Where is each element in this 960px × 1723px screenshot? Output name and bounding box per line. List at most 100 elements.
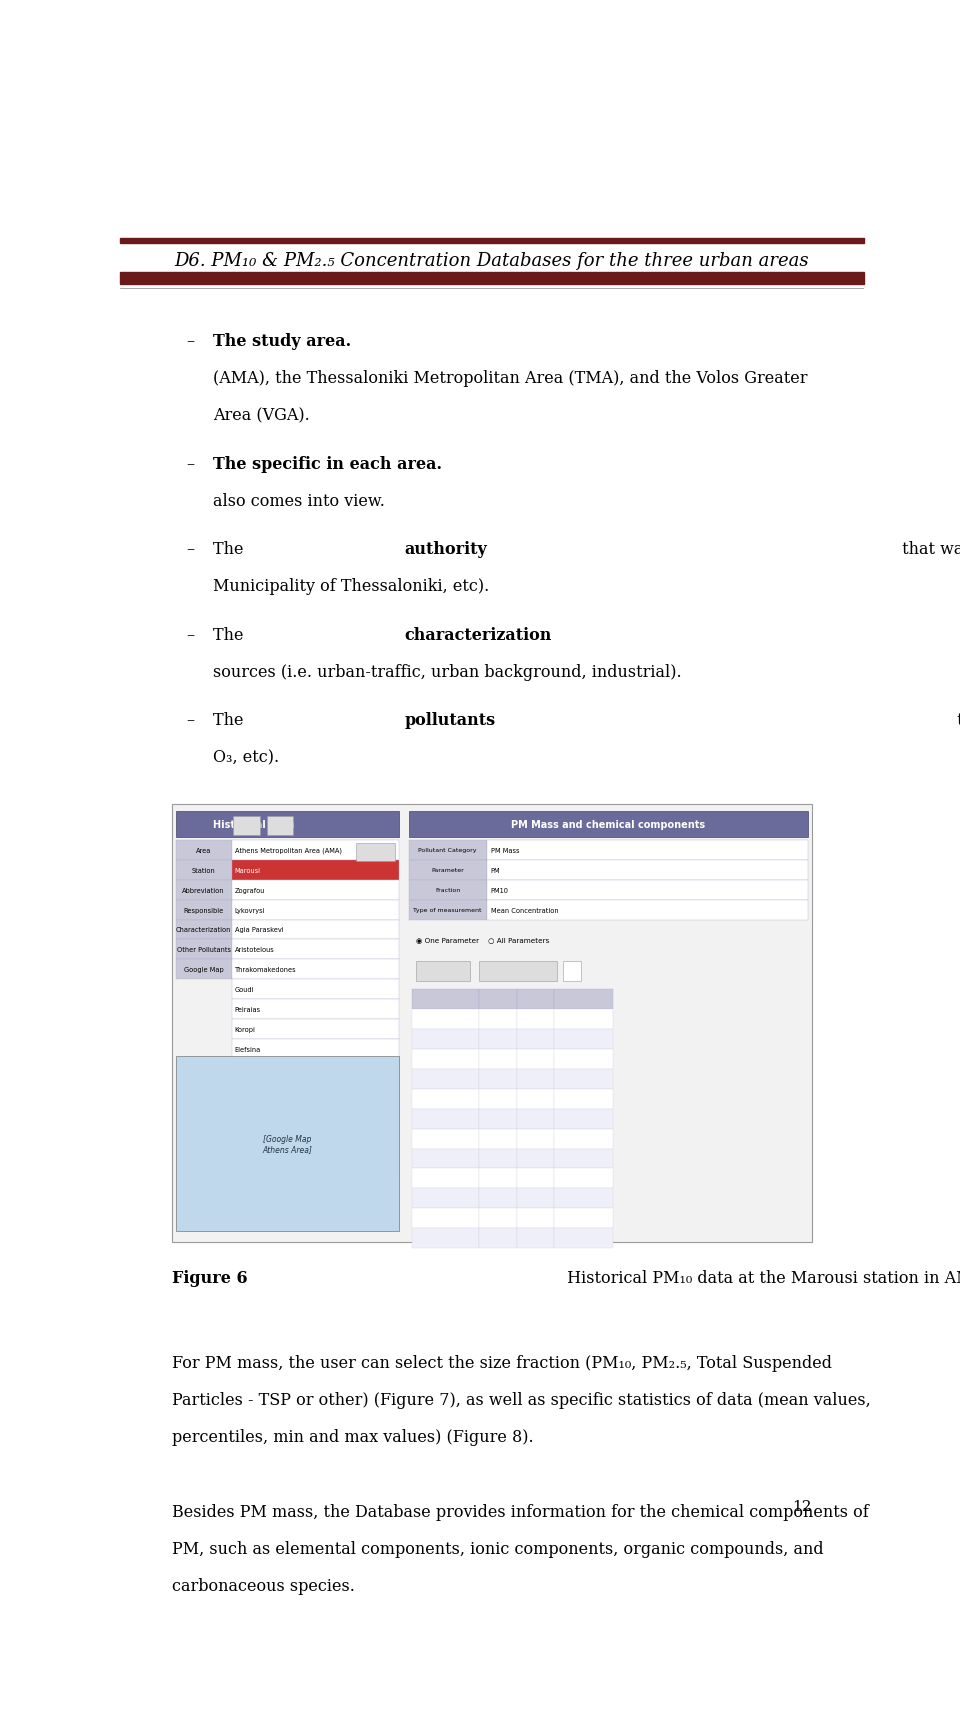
Text: Abbreviation: Abbreviation [182, 887, 225, 893]
Bar [176, 860, 231, 880]
Bar [231, 980, 399, 999]
Bar [479, 1070, 516, 1089]
Bar [479, 1049, 516, 1070]
Text: authority: authority [405, 541, 488, 558]
Bar [516, 1129, 554, 1149]
Bar [516, 1168, 554, 1189]
Text: W: W [581, 1137, 587, 1141]
Text: pollutants: pollutants [405, 712, 495, 729]
Text: 38,6: 38,6 [492, 1096, 504, 1101]
Bar [413, 1129, 479, 1149]
Text: Elefsina: Elefsina [234, 1046, 261, 1053]
Bar [231, 1020, 399, 1039]
Text: 2004: 2004 [439, 1117, 453, 1122]
Bar [516, 1070, 554, 1089]
Text: Station: Station [192, 867, 216, 874]
Bar [233, 817, 260, 836]
Bar [176, 1056, 399, 1232]
Bar [176, 812, 399, 837]
Text: Add New Record(s): Add New Record(s) [484, 968, 552, 975]
Text: 2003: 2003 [439, 1096, 453, 1101]
Text: ◉ One Parameter    ○ All Parameters: ◉ One Parameter ○ All Parameters [416, 937, 549, 942]
Bar [231, 920, 399, 941]
Text: Koropi: Koropi [234, 1027, 255, 1032]
Bar [413, 989, 479, 1010]
Bar [176, 880, 231, 899]
Text: Particles - TSP or other) (Figure 7), as well as specific statistics of data (me: Particles - TSP or other) (Figure 7), as… [172, 1392, 871, 1408]
Bar [231, 880, 399, 899]
Text: O₃, etc).: O₃, etc). [213, 750, 279, 765]
Bar [479, 961, 558, 982]
Text: Agia Paraskevi: Agia Paraskevi [234, 927, 283, 932]
Bar [120, 272, 864, 284]
Text: The: The [213, 541, 249, 558]
Text: PM10: PM10 [491, 887, 509, 893]
Bar [231, 999, 399, 1020]
Text: Area (VGA).: Area (VGA). [213, 407, 310, 424]
Bar [554, 1228, 613, 1249]
Text: Municipality of Thessaloniki, etc).: Municipality of Thessaloniki, etc). [213, 577, 490, 594]
Text: Peiraias: Peiraias [234, 1006, 261, 1013]
Text: Thrakomakedones: Thrakomakedones [234, 967, 297, 973]
Bar [413, 1049, 479, 1070]
Bar [554, 1049, 613, 1070]
Text: 43,1: 43,1 [492, 1235, 504, 1241]
Bar [479, 1208, 516, 1228]
Text: –: – [186, 333, 195, 350]
Bar [516, 1089, 554, 1110]
Bar [176, 920, 231, 941]
Bar [231, 841, 399, 860]
Text: Years/Periods: Years/Periods [426, 998, 466, 1003]
Bar [231, 1118, 399, 1139]
Bar [409, 860, 487, 880]
Bar [176, 960, 231, 980]
Text: Athens Metropolitan Area (AMA): Athens Metropolitan Area (AMA) [234, 848, 342, 853]
Bar [416, 961, 469, 982]
Text: Other_a: Other_a [234, 1146, 261, 1153]
Text: 2001-2002: 2001-2002 [430, 1037, 462, 1042]
Text: Type of measurement: Type of measurement [414, 908, 482, 913]
Text: –: – [186, 455, 195, 472]
Text: 48,2: 48,2 [492, 1177, 505, 1182]
Text: 2002: 2002 [439, 1077, 453, 1082]
Text: 45,7: 45,7 [492, 1156, 505, 1161]
Text: percentiles, min and max values) (Figure 8).: percentiles, min and max values) (Figure… [172, 1428, 534, 1446]
Text: Historical Data: Historical Data [213, 820, 295, 829]
Bar [516, 1029, 554, 1049]
Text: Life: Life [240, 822, 253, 830]
Text: that was responsible for this station (Ministry of Environment,: that was responsible for this station (M… [898, 541, 960, 558]
Text: Parameter: Parameter [431, 868, 464, 874]
Bar [231, 899, 399, 920]
Bar [479, 989, 516, 1010]
Bar [564, 961, 581, 982]
Bar [231, 1079, 399, 1099]
Text: For PM mass, the user can select the size fraction (PM₁₀, PM₂.₅, Total Suspended: For PM mass, the user can select the siz… [172, 1354, 832, 1372]
Bar [231, 1060, 399, 1079]
Bar [231, 1139, 399, 1160]
Text: 48,4: 48,4 [492, 1196, 505, 1201]
Text: [Google Map
Athens Area]: [Google Map Athens Area] [262, 1134, 312, 1154]
Bar [479, 1129, 516, 1149]
Bar [231, 1039, 399, 1060]
Text: also comes into view.: also comes into view. [213, 493, 385, 510]
Bar [479, 1149, 516, 1168]
Bar [479, 1010, 516, 1029]
Text: that are usually measured, besides PM mass (CO, NOx, SO₂,: that are usually measured, besides PM ma… [952, 712, 960, 729]
Bar [554, 1129, 613, 1149]
Bar [172, 805, 812, 1242]
Bar [413, 1208, 479, 1228]
Text: 29,1: 29,1 [492, 1117, 504, 1122]
Bar [409, 841, 487, 860]
Text: Responsible: Responsible [183, 906, 224, 913]
Bar [516, 1149, 554, 1168]
Bar [413, 1089, 479, 1110]
Bar [231, 960, 399, 980]
Bar [413, 1029, 479, 1049]
Bar [554, 1010, 613, 1029]
Text: Rentis_1: Rentis_1 [234, 1106, 263, 1113]
Text: Mean Concentration: Mean Concentration [491, 906, 558, 913]
Bar [554, 1070, 613, 1089]
Text: 2001: 2001 [439, 1017, 453, 1022]
Bar [516, 1049, 554, 1070]
Text: 2005: 2005 [439, 1137, 453, 1141]
